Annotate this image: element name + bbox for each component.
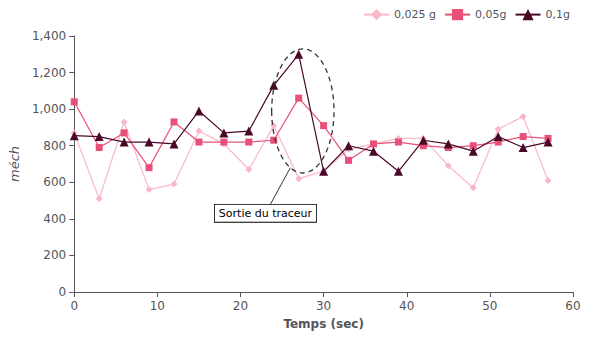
svg-text:30: 30 <box>316 299 331 313</box>
svg-text:200: 200 <box>43 248 66 262</box>
svg-text:60: 60 <box>565 299 580 313</box>
svg-text:méch: méch <box>7 146 22 182</box>
svg-text:0,025 g: 0,025 g <box>394 8 436 21</box>
svg-text:1,200: 1,200 <box>32 66 66 80</box>
svg-text:40: 40 <box>399 299 414 313</box>
svg-text:10: 10 <box>150 299 165 313</box>
svg-text:0: 0 <box>70 299 78 313</box>
svg-text:0: 0 <box>59 285 67 299</box>
svg-text:1,000: 1,000 <box>32 102 66 116</box>
svg-text:600: 600 <box>43 175 66 189</box>
svg-text:Sortie du traceur: Sortie du traceur <box>219 207 313 220</box>
svg-text:400: 400 <box>43 212 66 226</box>
svg-text:20: 20 <box>233 299 248 313</box>
svg-text:800: 800 <box>43 139 66 153</box>
svg-text:0,05g: 0,05g <box>475 8 506 21</box>
svg-text:Temps (sec): Temps (sec) <box>283 317 364 331</box>
svg-text:1,400: 1,400 <box>32 29 66 43</box>
svg-text:50: 50 <box>482 299 497 313</box>
svg-text:0,1g: 0,1g <box>546 8 570 21</box>
